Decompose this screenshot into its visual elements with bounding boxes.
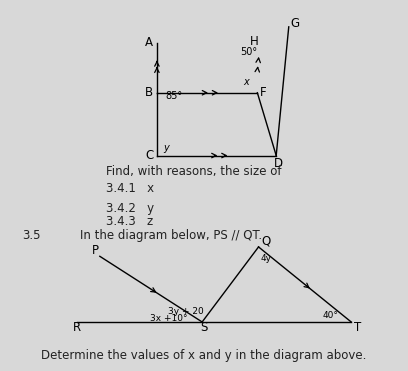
Text: y: y [163,143,169,153]
Text: Determine the values of x and y in the diagram above.: Determine the values of x and y in the d… [41,349,367,362]
Text: x: x [243,76,248,86]
Text: R: R [73,321,81,334]
Text: 3.4.1   x: 3.4.1 x [106,182,154,195]
Text: 50°: 50° [240,47,257,57]
Text: 4y: 4y [261,254,272,263]
Text: D: D [274,157,283,170]
Text: G: G [290,17,299,30]
Text: Find, with reasons, the size of: Find, with reasons, the size of [106,165,282,178]
Text: A: A [145,36,153,49]
Text: T: T [354,321,361,334]
Text: H: H [250,35,259,48]
Text: F: F [260,86,267,99]
Text: 40°: 40° [323,311,339,320]
Text: Q: Q [262,234,271,247]
Text: 85°: 85° [165,91,182,101]
Text: 3.4.3   z: 3.4.3 z [106,215,153,228]
Text: C: C [145,149,153,162]
Text: 3y + 20: 3y + 20 [169,308,204,316]
Text: B: B [145,86,153,99]
Text: 3.4.2   y: 3.4.2 y [106,202,154,215]
Text: 3x +10°: 3x +10° [150,314,187,324]
Text: P: P [92,244,99,257]
Text: S: S [200,321,208,334]
Text: In the diagram below, PS // QT.: In the diagram below, PS // QT. [80,229,262,242]
Text: 3.5: 3.5 [22,229,41,242]
